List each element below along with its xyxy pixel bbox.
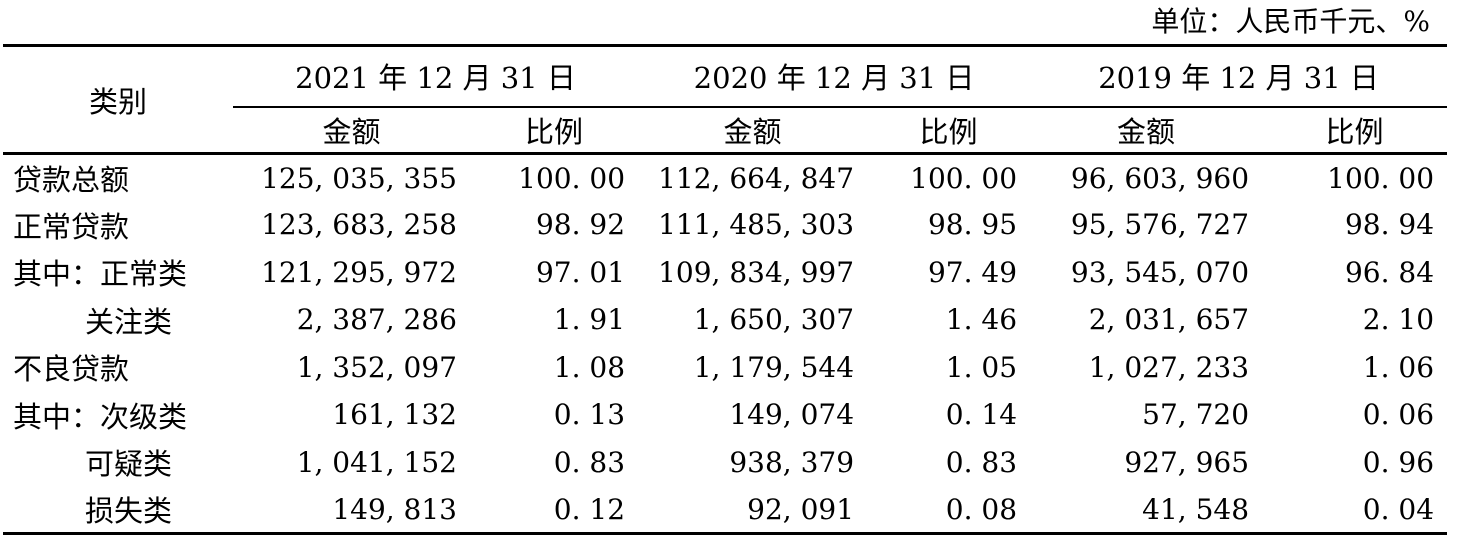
amount-cell: 111, 485, 303 [658,208,855,242]
table-row: 正常贷款 123, 683, 258 98. 92 111, 485, 303 … [3,201,1447,249]
table-header: 类别 2021 年 12 月 31 日 2020 年 12 月 31 日 201… [3,45,1448,155]
row-label: 其中：正常类 [13,257,188,292]
amount-cell: 57, 720 [1142,398,1250,432]
ratio-subheader-2020: 比例 [867,106,1031,155]
row-label: 关注类 [85,304,173,339]
amount-cell: 41, 548 [1030,486,1263,535]
row-label: 不良贷款 [13,352,130,387]
amount-cell: 149, 813 [233,486,470,535]
row-label: 可疑类 [85,447,173,482]
ratio-cell: 0. 14 [945,398,1018,432]
table-row: 可疑类 1, 041, 152 0. 83 938, 379 0. 83 927… [3,439,1447,487]
ratio-cell: 98. 92 [535,208,626,242]
ratio-cell: 2. 10 [1362,303,1435,337]
table-row: 其中：次级类 161, 132 0. 13 149, 074 0. 14 57,… [3,391,1447,439]
amount-cell: 1, 179, 544 [693,350,855,384]
table-row: 关注类 2, 387, 286 1. 91 1, 650, 307 1. 46 … [3,296,1447,344]
ratio-cell: 98. 95 [927,208,1018,242]
ratio-cell: 97. 49 [927,255,1018,289]
ratio-cell: 1. 08 [553,350,626,384]
amount-cell: 93, 545, 070 [1070,255,1250,289]
year-header-2021: 2021 年 12 月 31 日 [233,45,639,108]
amount-cell: 149, 074 [729,398,855,432]
amount-cell: 112, 664, 847 [658,161,855,195]
ratio-cell: 0. 83 [553,445,626,479]
amount-cell: 125, 035, 355 [261,161,457,195]
table-row: 贷款总额 125, 035, 355 100. 00 112, 664, 847… [3,154,1447,202]
row-label: 损失类 [3,486,233,535]
amount-cell: 1, 027, 233 [1088,350,1250,384]
row-label: 贷款总额 [13,163,130,197]
ratio-cell: 0. 13 [553,398,626,432]
amount-cell: 161, 132 [332,398,457,432]
table-body: 贷款总额 125, 035, 355 100. 00 112, 664, 847… [3,154,1448,535]
amount-cell: 2, 387, 286 [296,303,457,337]
ratio-cell: 98. 94 [1344,208,1435,242]
amount-cell: 1, 041, 152 [296,445,457,479]
amount-cell: 121, 295, 972 [261,255,457,289]
ratio-cell: 96. 84 [1344,255,1435,289]
amount-cell: 938, 379 [729,445,855,479]
row-label: 正常贷款 [13,209,130,244]
ratio-cell: 0. 12 [470,486,639,535]
ratio-cell: 0. 04 [1262,486,1448,535]
ratio-cell: 100. 00 [1327,161,1435,195]
amount-cell: 92, 091 [638,486,868,535]
subheader-row: 金额 比例 金额 比例 金额 比例 [3,106,1448,155]
table-row: 其中：正常类 121, 295, 972 97. 01 109, 834, 99… [3,249,1447,297]
table-row: 损失类 149, 813 0. 12 92, 091 0. 08 41, 548… [3,486,1448,535]
amount-subheader-2020: 金额 [638,106,868,155]
ratio-cell: 97. 01 [535,255,626,289]
year-header-2019: 2019 年 12 月 31 日 [1030,45,1448,108]
ratio-cell: 100. 00 [910,161,1018,195]
amount-subheader-2021: 金额 [233,106,470,155]
amount-cell: 109, 834, 997 [658,255,855,289]
ratio-subheader-2021: 比例 [470,106,639,155]
year-header-2020: 2020 年 12 月 31 日 [638,45,1031,108]
amount-cell: 96, 603, 960 [1070,161,1250,195]
category-header: 类别 [3,45,233,155]
ratio-cell: 1. 46 [945,303,1018,337]
ratio-cell: 0. 06 [1362,398,1435,432]
amount-cell: 95, 576, 727 [1070,208,1250,242]
amount-subheader-2019: 金额 [1030,106,1263,155]
ratio-cell: 0. 96 [1362,445,1435,479]
unit-note: 单位：人民币千元、% [1151,5,1430,38]
amount-cell: 927, 965 [1124,445,1250,479]
amount-cell: 1, 650, 307 [693,303,855,337]
row-label: 其中：次级类 [13,399,188,434]
ratio-cell: 1. 05 [945,350,1018,384]
table-row: 不良贷款 1, 352, 097 1. 08 1, 179, 544 1. 05… [3,344,1447,392]
ratio-cell: 0. 08 [867,486,1031,535]
ratio-subheader-2019: 比例 [1262,106,1448,155]
amount-cell: 2, 031, 657 [1088,303,1250,337]
ratio-cell: 1. 91 [553,303,626,337]
year-header-row: 类别 2021 年 12 月 31 日 2020 年 12 月 31 日 201… [3,45,1448,155]
ratio-cell: 1. 06 [1362,350,1435,384]
loan-classification-table: 类别 2021 年 12 月 31 日 2020 年 12 月 31 日 201… [3,44,1448,535]
amount-cell: 123, 683, 258 [261,208,457,242]
amount-cell: 1, 352, 097 [296,350,457,384]
ratio-cell: 0. 83 [945,445,1018,479]
ratio-cell: 100. 00 [518,161,626,195]
